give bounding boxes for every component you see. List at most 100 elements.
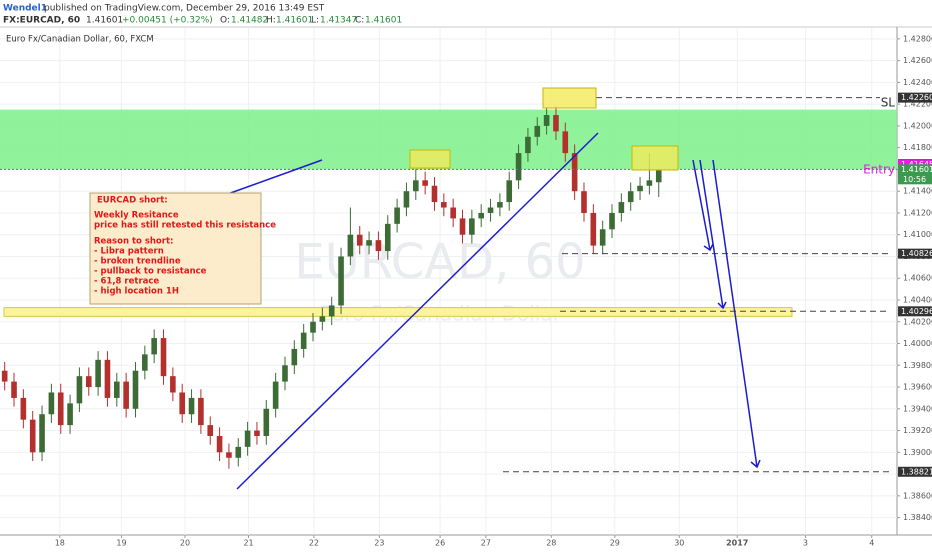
- price-box: [898, 92, 932, 103]
- candle-body: [543, 115, 550, 126]
- l-label: L:: [311, 16, 319, 26]
- candle-body: [300, 332, 307, 349]
- sl-label: SL: [881, 96, 896, 110]
- candle-body: [637, 185, 643, 192]
- note-line: EURCAD short:: [97, 196, 168, 206]
- price-label: 1.38821: [901, 467, 932, 476]
- y-tick-label: 1.39400: [903, 404, 932, 413]
- arrow-head: [750, 459, 761, 469]
- candle-body: [506, 180, 513, 203]
- x-tick-label: 3: [803, 539, 808, 548]
- note-line: - high location 1H: [94, 287, 179, 297]
- candle-body: [310, 321, 316, 333]
- y-tick-label: 1.41800: [903, 143, 932, 152]
- candle-body: [160, 338, 167, 377]
- candle-body: [441, 202, 447, 208]
- candle-body: [618, 202, 625, 213]
- candle-body: [85, 376, 92, 388]
- o-value: 1.41482: [231, 16, 268, 26]
- candle-body: [627, 191, 634, 203]
- candle-body: [113, 381, 120, 398]
- candle-body: [581, 191, 587, 213]
- candle-body: [95, 359, 101, 388]
- y-tick-label: 1.41200: [903, 208, 932, 217]
- highlight-box: [631, 145, 679, 171]
- y-tick-label: 1.39600: [903, 383, 932, 392]
- candle-body: [142, 354, 148, 371]
- candle-body: [655, 169, 662, 183]
- x-tick-label: 30: [674, 539, 684, 548]
- x-tick-label: 18: [55, 539, 65, 548]
- candle-body: [459, 218, 466, 235]
- arrow-head: [717, 301, 727, 310]
- price-label: 1.40296: [901, 307, 932, 316]
- plot-layer: [0, 97, 897, 473]
- countdown: 10:56: [903, 175, 926, 184]
- price-label: 1.42260: [901, 93, 932, 102]
- candle-body: [450, 207, 456, 219]
- candle-body: [272, 381, 279, 409]
- arrow: [692, 159, 711, 251]
- y-tick-label: 1.42400: [903, 78, 932, 87]
- change: +0.00451 (+0.32%): [122, 16, 213, 26]
- candle-body: [132, 370, 139, 409]
- price-box: [898, 306, 932, 317]
- candle-body: [67, 403, 73, 426]
- candle-body: [1, 370, 8, 382]
- y-tick-label: 1.41400: [903, 187, 932, 196]
- note-line: price has still retested this resistance: [94, 221, 276, 231]
- candle-body: [29, 419, 36, 453]
- y-tick-label: 1.41000: [903, 230, 932, 239]
- note-line: Weekly Resitance: [94, 211, 179, 221]
- candle-body: [384, 223, 391, 252]
- candle-body: [469, 218, 475, 235]
- price-box: [898, 164, 932, 185]
- candle-body: [104, 359, 111, 398]
- y-tick-label: 1.40000: [903, 339, 932, 348]
- candle-body: [478, 212, 485, 219]
- candle-body: [356, 234, 363, 246]
- note-line: - 61,8 retrace: [94, 277, 159, 287]
- arrow-head: [703, 243, 714, 252]
- price-label: 1.40826: [901, 249, 932, 258]
- x-tick-label: 26: [435, 539, 445, 548]
- y-tick-label: 1.40400: [903, 295, 932, 304]
- candle-body: [599, 229, 606, 246]
- x-tick-label: 29: [610, 539, 620, 548]
- y-tick-label: 1.38600: [903, 491, 932, 500]
- candle-body: [525, 136, 531, 154]
- y-tick-label: 1.39000: [903, 448, 932, 457]
- candle-body: [291, 348, 298, 366]
- candle-body: [151, 338, 157, 355]
- last-price: 1.41601: [86, 16, 123, 26]
- note-line: - pullback to resistance: [94, 267, 207, 277]
- candle-body: [123, 381, 129, 409]
- candle-body: [319, 316, 326, 322]
- candle-body: [254, 430, 260, 436]
- candle-body: [244, 430, 251, 447]
- y-tick-label: 1.42600: [903, 56, 932, 65]
- candle-body: [282, 365, 288, 382]
- note-line: - broken trendline: [94, 257, 181, 267]
- candle-body: [394, 207, 400, 224]
- note-line: - Libra pattern: [94, 247, 164, 257]
- candle-body: [263, 408, 270, 436]
- candle-body: [170, 376, 176, 393]
- top-layer: Wendel1 published on TradingView.com, De…: [3, 4, 932, 477]
- c-value: 1.41601: [365, 16, 402, 26]
- note-line: Reason to short:: [94, 237, 173, 247]
- price-box: [898, 466, 932, 477]
- h-value: 1.41601: [276, 16, 313, 26]
- candle-body: [366, 240, 372, 246]
- h-label: H:: [266, 16, 276, 26]
- l-value: 1.41347: [320, 16, 357, 26]
- highlight-box: [542, 87, 597, 109]
- candle-body: [76, 376, 83, 404]
- y-tick-label: 1.40200: [903, 317, 932, 326]
- candle-body: [338, 256, 344, 306]
- drawings: [89, 87, 761, 490]
- author: Wendel1: [3, 4, 47, 14]
- candle-body: [571, 153, 578, 192]
- candle-body: [562, 131, 569, 154]
